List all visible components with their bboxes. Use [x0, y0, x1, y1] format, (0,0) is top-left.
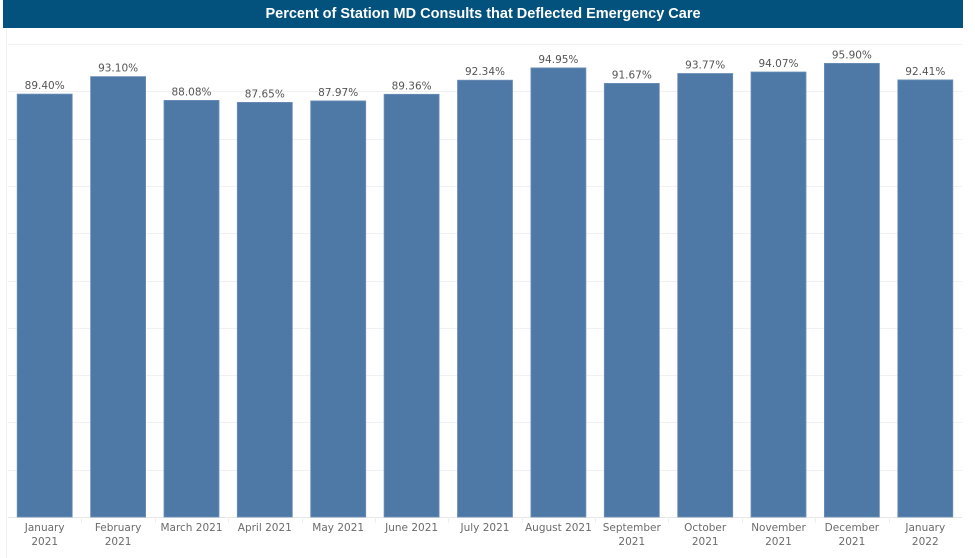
x-tick-label: April 2021	[238, 522, 292, 534]
x-tick-label: May 2021	[312, 522, 364, 534]
x-tick-label: December	[825, 522, 880, 534]
x-tick-label: September	[603, 522, 662, 534]
data-label: 94.07%	[758, 58, 798, 70]
x-tick-label: 2021	[618, 536, 645, 548]
data-label: 91.67%	[612, 69, 652, 81]
plot-frame	[6, 29, 964, 558]
data-label: 95.90%	[832, 49, 872, 61]
x-tick-label: January	[904, 522, 945, 534]
x-tick-label: March 2021	[160, 522, 222, 534]
x-tick-label: 2021	[105, 536, 132, 548]
x-tick-label: November	[751, 522, 806, 534]
x-tick-label: February	[95, 522, 142, 534]
bar[interactable]	[603, 83, 660, 518]
bar[interactable]	[897, 79, 954, 518]
x-tick-label: January	[24, 522, 65, 534]
data-labels: 89.40% 93.10% 88.08% 87.65% 87.97% 89.36% 92.3…	[25, 49, 946, 100]
bar[interactable]	[383, 93, 440, 518]
x-tick-label: 2021	[765, 536, 792, 548]
bar[interactable]	[16, 93, 73, 518]
x-tick-label: 2022	[912, 536, 939, 548]
x-tick-label: August 2021	[525, 522, 592, 534]
data-label: 88.08%	[171, 86, 211, 98]
x-tick-label: 2021	[692, 536, 719, 548]
bars	[16, 63, 954, 518]
x-tick-label: 2021	[31, 536, 58, 548]
data-label: 87.97%	[318, 87, 358, 99]
x-tick-label: June 2021	[384, 522, 438, 534]
x-tick-label: July 2021	[460, 522, 510, 534]
x-axis-tick-labels: January 2021 February 2021 March 2021 April 2…	[24, 522, 945, 548]
bar[interactable]	[310, 100, 367, 518]
data-label: 93.10%	[98, 63, 138, 75]
bar[interactable]	[750, 71, 807, 518]
bar[interactable]	[677, 73, 734, 518]
bar[interactable]	[90, 76, 146, 518]
data-label: 89.40%	[25, 80, 65, 92]
x-tick-label: 2021	[839, 536, 866, 548]
data-label: 94.95%	[538, 54, 578, 66]
data-label: 87.65%	[245, 88, 285, 100]
bar[interactable]	[236, 102, 293, 518]
bar[interactable]	[163, 100, 220, 518]
data-label: 92.41%	[905, 66, 945, 78]
bar[interactable]	[530, 67, 587, 518]
x-tick-label: October	[684, 522, 727, 534]
data-label: 89.36%	[392, 80, 432, 92]
chart-title: Percent of Station MD Consults that Defl…	[265, 6, 701, 22]
data-label: 93.77%	[685, 60, 725, 72]
bar[interactable]	[457, 79, 513, 518]
bar[interactable]	[824, 63, 880, 518]
chart-title-bar: Percent of Station MD Consults that Defl…	[3, 0, 963, 28]
data-label: 92.34%	[465, 66, 505, 78]
